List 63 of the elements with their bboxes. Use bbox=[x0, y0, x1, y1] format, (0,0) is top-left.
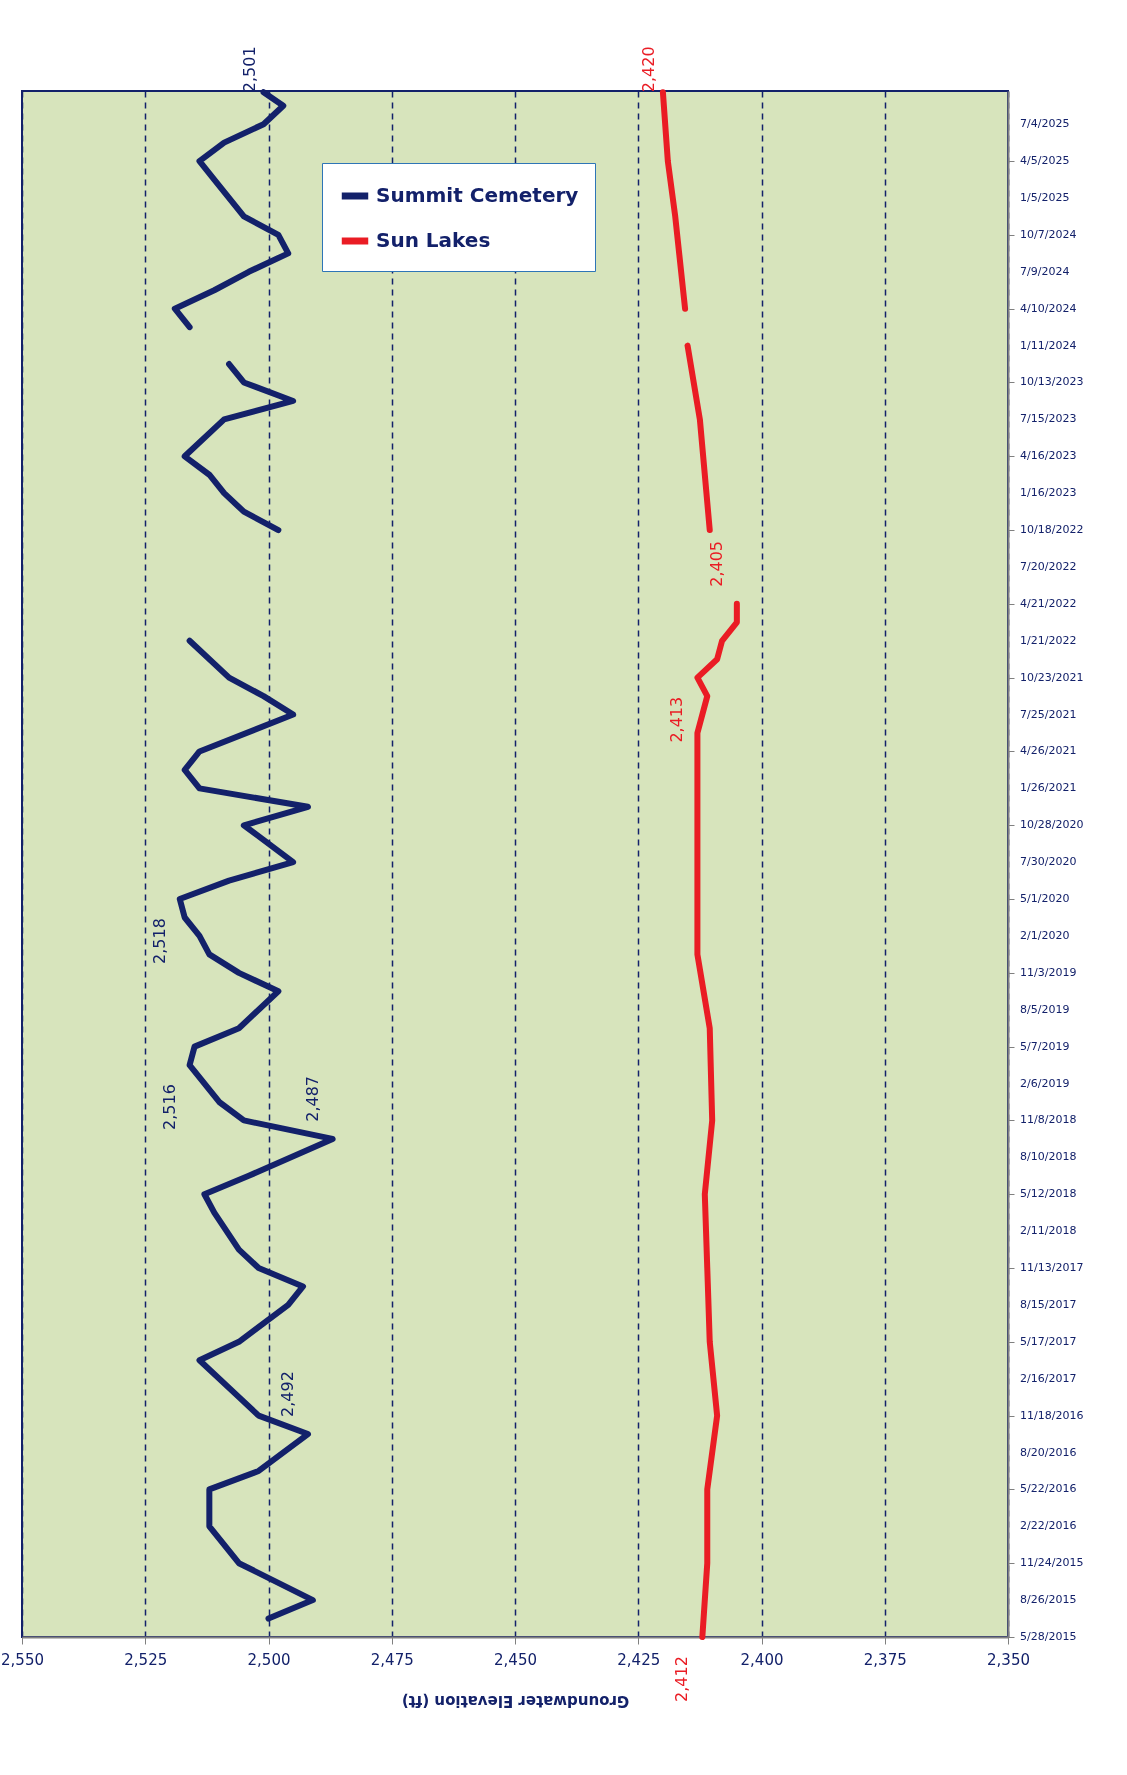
y-tick-label: 4/16/2023 bbox=[1020, 449, 1077, 463]
y-tick-label: 2/16/2017 bbox=[1020, 1371, 1077, 1385]
x-tick-label: 2,475 bbox=[370, 1650, 414, 1669]
x-tick-label: 2,500 bbox=[247, 1650, 291, 1669]
y-tick-label: 8/15/2017 bbox=[1020, 1297, 1077, 1311]
annotation: 2,518 bbox=[149, 918, 169, 964]
y-tick-label: 2/22/2016 bbox=[1020, 1519, 1077, 1533]
y-tick-label: 7/20/2022 bbox=[1020, 559, 1077, 573]
y-tick-label: 10/13/2023 bbox=[1020, 375, 1084, 389]
y-tick-label: 11/18/2016 bbox=[1020, 1408, 1084, 1422]
y-tick-label: 10/7/2024 bbox=[1020, 227, 1077, 241]
y-tick-label: 1/21/2022 bbox=[1020, 633, 1077, 647]
x-tick-label: 2,350 bbox=[987, 1650, 1030, 1669]
y-tick-label: 4/5/2025 bbox=[1020, 154, 1070, 168]
x-tick-label: 2,450 bbox=[494, 1650, 537, 1669]
y-tick-label: 10/18/2022 bbox=[1020, 523, 1084, 537]
annotation: 2,420 bbox=[638, 46, 658, 93]
y-tick-label: 7/25/2021 bbox=[1020, 707, 1077, 721]
annotation: 2,405 bbox=[706, 540, 726, 587]
y-tick-label: 8/10/2018 bbox=[1020, 1150, 1077, 1164]
y-tick-label: 4/21/2022 bbox=[1020, 596, 1077, 610]
y-tick-label: 5/17/2017 bbox=[1020, 1334, 1077, 1348]
y-tick-label: 8/5/2019 bbox=[1020, 1002, 1070, 1016]
y-tick-label: 5/28/2015 bbox=[1020, 1630, 1077, 1643]
x-tick-label: 2,375 bbox=[863, 1650, 907, 1669]
y-tick-label: 5/22/2016 bbox=[1020, 1482, 1077, 1496]
annotation: 2,492 bbox=[277, 1371, 297, 1417]
annotation: 2,501 bbox=[239, 46, 259, 93]
y-tick-label: 1/26/2021 bbox=[1020, 781, 1077, 795]
y-tick-label: 5/12/2018 bbox=[1020, 1187, 1077, 1201]
y-tick-label: 2/1/2020 bbox=[1020, 928, 1070, 942]
y-tick-label: 2/6/2019 bbox=[1020, 1076, 1070, 1090]
legend-label: Summit Cemetery bbox=[376, 183, 579, 207]
annotation: 2,413 bbox=[667, 696, 687, 743]
y-tick-label: 11/3/2019 bbox=[1020, 965, 1077, 979]
y-tick-label: 7/15/2023 bbox=[1020, 412, 1077, 426]
y-tick-label: 7/4/2025 bbox=[1020, 117, 1070, 131]
annotation: 2,487 bbox=[302, 1075, 322, 1122]
y-tick-label: 8/20/2016 bbox=[1020, 1445, 1077, 1459]
x-tick-label: 2,550 bbox=[1, 1650, 44, 1669]
y-tick-label: 5/7/2019 bbox=[1020, 1039, 1070, 1053]
y-tick-label: 7/30/2020 bbox=[1020, 855, 1077, 869]
legend-label: Sun Lakes bbox=[376, 228, 491, 252]
y-tick-label: 4/10/2024 bbox=[1020, 301, 1077, 315]
y-tick-label: 10/28/2020 bbox=[1020, 818, 1084, 832]
x-tick-label: 2,525 bbox=[124, 1650, 168, 1669]
y-tick-label: 4/26/2021 bbox=[1020, 744, 1077, 758]
y-tick-label: 1/5/2025 bbox=[1020, 191, 1070, 204]
y-tick-label: 1/16/2023 bbox=[1020, 486, 1077, 500]
x-tick-label: 2,425 bbox=[617, 1650, 661, 1669]
y-tick-label: 10/23/2021 bbox=[1020, 670, 1084, 684]
y-tick-label: 11/13/2017 bbox=[1020, 1261, 1084, 1275]
y-tick-label: 7/9/2024 bbox=[1020, 264, 1070, 278]
y-tick-label: 11/24/2015 bbox=[1020, 1556, 1084, 1570]
y-tick-label: 5/1/2020 bbox=[1020, 892, 1070, 906]
y-tick-label: 11/8/2018 bbox=[1020, 1113, 1077, 1127]
x-tick-label: 2,400 bbox=[740, 1650, 784, 1669]
annotation: 2,516 bbox=[159, 1084, 179, 1130]
y-tick-label: 2/11/2018 bbox=[1020, 1224, 1077, 1238]
y-tick-label: 1/11/2024 bbox=[1020, 338, 1077, 352]
x-axis-title: Groundwater Elevation (ft) bbox=[401, 1691, 630, 1710]
annotation: 2,412 bbox=[672, 1656, 692, 1702]
y-tick-label: 8/26/2015 bbox=[1020, 1593, 1077, 1607]
